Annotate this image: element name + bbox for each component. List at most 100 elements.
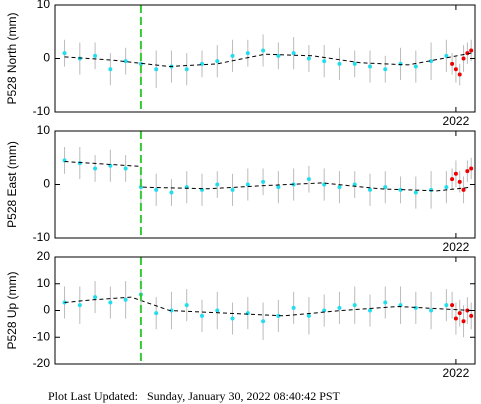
data-point <box>352 182 357 187</box>
plot-frame <box>54 256 476 365</box>
data-point <box>461 187 466 192</box>
data-point <box>215 182 220 187</box>
data-point <box>276 53 281 58</box>
data-point <box>154 67 159 72</box>
y-tick-label: -20 <box>33 356 51 370</box>
data-point <box>245 182 250 187</box>
data-point <box>276 185 281 190</box>
data-point <box>413 64 418 69</box>
data-point <box>261 319 266 324</box>
data-point <box>429 59 434 64</box>
x-tick-label: 2022 <box>443 366 470 380</box>
y-tick-label: -10 <box>33 104 51 118</box>
data-point <box>453 171 458 176</box>
data-point <box>154 187 159 192</box>
data-point <box>413 305 418 310</box>
data-point <box>93 53 98 58</box>
data-point <box>306 177 311 182</box>
data-point <box>352 303 357 308</box>
data-point <box>450 177 455 182</box>
data-point <box>398 61 403 66</box>
data-point <box>461 319 466 324</box>
data-point <box>457 72 462 77</box>
y-tick-label: -10 <box>33 329 51 343</box>
data-point <box>398 187 403 192</box>
data-point <box>469 313 474 318</box>
data-point <box>138 61 143 66</box>
model-line <box>64 296 472 317</box>
data-point <box>123 166 128 171</box>
data-point <box>93 166 98 171</box>
y-tick-label: 0 <box>43 303 50 317</box>
y-axis-label: P528 East (mm) <box>5 141 19 228</box>
data-point <box>215 59 220 64</box>
y-axis-label: P528 Up (mm) <box>5 271 19 349</box>
data-point <box>322 59 327 64</box>
data-point <box>306 56 311 61</box>
data-point <box>200 313 204 318</box>
plot-frame <box>54 130 476 239</box>
data-point <box>383 67 388 72</box>
x-tick-label: 2022 <box>443 114 470 128</box>
data-point <box>123 59 128 64</box>
data-point <box>230 316 235 321</box>
data-point <box>62 51 67 56</box>
data-point <box>453 67 458 72</box>
data-point <box>276 313 281 318</box>
data-point <box>215 308 220 313</box>
data-point <box>322 308 327 313</box>
data-point <box>261 179 266 184</box>
y-tick-label: -10 <box>33 230 51 244</box>
data-point <box>450 303 455 308</box>
data-point <box>453 316 458 321</box>
data-point <box>77 303 82 308</box>
data-point <box>469 48 474 53</box>
data-point <box>230 53 235 58</box>
data-point <box>337 185 342 190</box>
y-tick-label: 20 <box>37 249 51 263</box>
y-tick-label: 10 <box>37 123 51 137</box>
data-point <box>291 305 296 310</box>
y-tick-label: 10 <box>37 0 51 11</box>
data-point <box>368 187 372 192</box>
data-point <box>465 308 470 313</box>
data-point <box>77 161 82 166</box>
data-point <box>230 187 235 192</box>
data-point <box>291 51 296 56</box>
data-point <box>461 56 466 61</box>
footer: Plot Last Updated: Sunday, January 30, 2… <box>48 389 341 403</box>
x-tick-label: 2022 <box>443 240 470 254</box>
data-point <box>368 64 372 69</box>
data-point <box>465 169 470 174</box>
data-point <box>123 297 128 302</box>
plot-frame <box>54 4 476 113</box>
data-point <box>337 61 342 66</box>
data-point <box>169 190 174 195</box>
y-axis-label: P528 North (mm) <box>5 12 19 104</box>
data-point <box>413 190 418 195</box>
data-point <box>184 67 189 72</box>
data-point <box>93 295 98 300</box>
data-point <box>450 61 455 66</box>
model-line <box>64 52 472 68</box>
data-point <box>429 308 434 313</box>
data-point <box>457 311 462 316</box>
data-point <box>383 185 388 190</box>
y-tick-label: 0 <box>43 51 50 65</box>
y-tick-label: 0 <box>43 177 50 191</box>
data-point <box>457 179 462 184</box>
data-point <box>368 308 372 313</box>
data-point <box>444 53 449 58</box>
data-point <box>154 311 159 316</box>
data-point <box>245 51 250 56</box>
data-point <box>444 185 449 190</box>
data-point <box>108 67 113 72</box>
data-point <box>108 300 113 305</box>
y-tick-label: 10 <box>37 276 51 290</box>
data-point <box>383 300 388 305</box>
data-point <box>352 61 357 66</box>
data-point <box>169 308 174 313</box>
data-point <box>337 305 342 310</box>
